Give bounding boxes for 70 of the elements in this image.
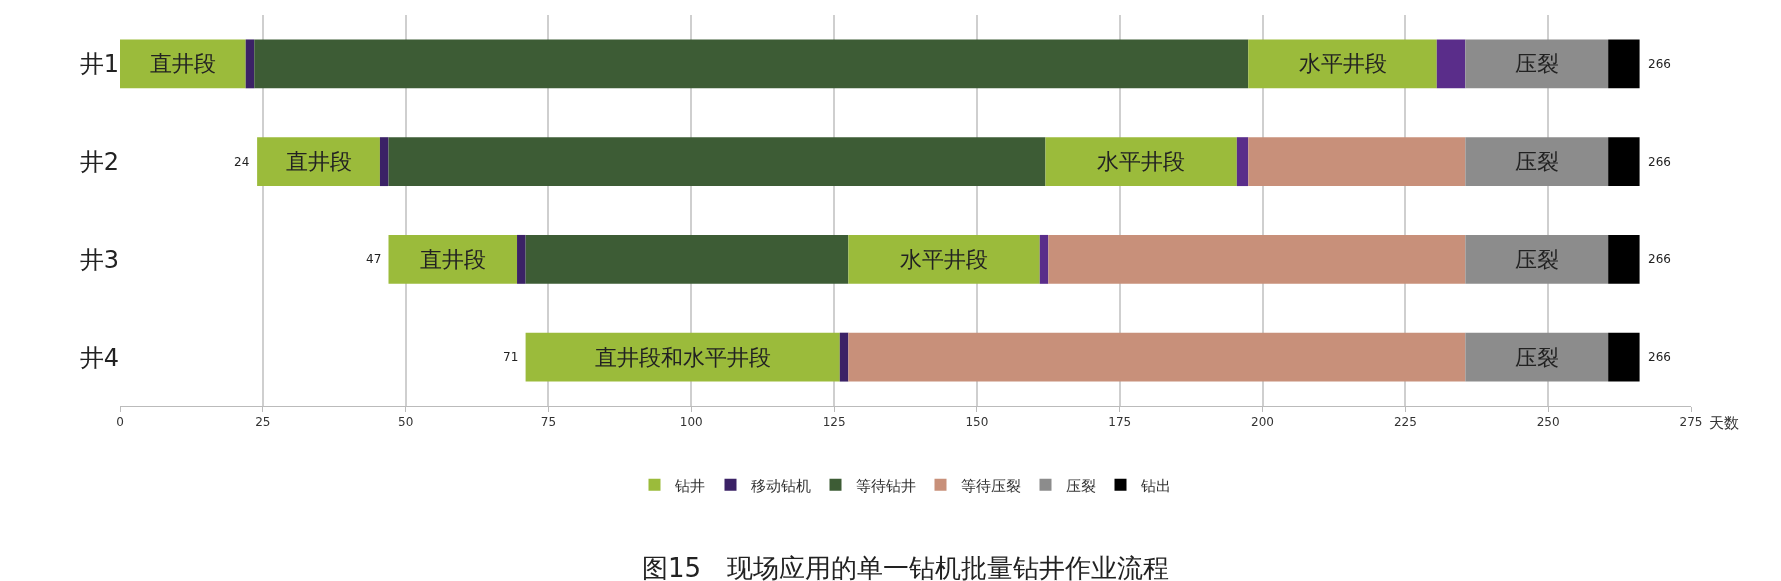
data-label: 直井段 <box>419 246 486 272</box>
data-label: 压裂 <box>1514 51 1559 77</box>
legend-label: 钻井 <box>673 476 705 495</box>
data-label: 水平井段 <box>1097 149 1186 175</box>
y-tick-label: 井1 <box>79 50 119 79</box>
y-tick-label: 井3 <box>79 245 119 274</box>
bar <box>1465 234 1609 284</box>
bar <box>1465 137 1609 187</box>
bar <box>1608 137 1640 187</box>
bar <box>257 137 380 187</box>
bar <box>839 332 849 382</box>
legend-label: 等待钻井 <box>855 476 916 495</box>
x-tick-label: 125 <box>822 415 846 430</box>
x-tick-label: 175 <box>1108 415 1132 430</box>
data-label: 直井段 <box>149 51 216 77</box>
annotation: 47 <box>366 252 382 266</box>
bar <box>245 39 255 89</box>
bar <box>1608 234 1640 284</box>
legend-label: 等待压裂 <box>960 476 1021 495</box>
x-tick-label: 25 <box>255 415 271 430</box>
bar <box>379 137 389 187</box>
data-label: 压裂 <box>1514 344 1559 370</box>
bar <box>1236 137 1249 187</box>
bar <box>525 234 849 284</box>
annotation: 71 <box>503 350 519 364</box>
bar <box>388 234 518 284</box>
bar <box>1465 332 1609 382</box>
annotation: 266 <box>1648 155 1671 169</box>
data-label: 压裂 <box>1514 246 1559 272</box>
annotation: 266 <box>1648 252 1671 266</box>
x-tick-label: 225 <box>1393 415 1417 430</box>
bar <box>254 39 1249 89</box>
bar <box>848 234 1040 284</box>
data-label: 直井段和水平井段 <box>594 344 771 370</box>
legend-label: 移动钻机 <box>750 476 811 495</box>
bar <box>1608 332 1640 382</box>
data-label: 水平井段 <box>1298 51 1387 77</box>
x-tick-label: 275 <box>1679 415 1703 430</box>
y-tick-label: 井2 <box>79 148 119 177</box>
bar <box>1248 39 1437 89</box>
x-axis-title: 天数 <box>1709 414 1739 432</box>
bar <box>525 332 840 382</box>
x-tick-label: 150 <box>965 415 989 430</box>
bar <box>1465 39 1609 89</box>
data-label: 水平井段 <box>900 246 989 272</box>
bar <box>517 234 526 284</box>
x-tick-label: 75 <box>540 415 557 430</box>
bar <box>120 39 246 89</box>
legend-label: 钻出 <box>1139 476 1171 495</box>
bar <box>388 137 1046 187</box>
x-tick-label: 100 <box>679 415 703 430</box>
x-tick-label: 200 <box>1251 415 1274 430</box>
annotation: 266 <box>1648 350 1671 364</box>
bar <box>848 332 1466 382</box>
y-tick-label: 井4 <box>79 343 119 372</box>
x-tick-label: 0 <box>116 415 124 430</box>
bar <box>1045 137 1237 187</box>
bar <box>1608 39 1640 89</box>
bar <box>1039 234 1049 284</box>
text: 图15 现场应用的单一钻机批量钻井作业流程 <box>642 553 1170 581</box>
annotation: 266 <box>1648 57 1671 71</box>
x-tick-label: 50 <box>398 415 414 430</box>
data-label: 压裂 <box>1514 149 1559 175</box>
bar <box>1248 137 1466 187</box>
legend-label: 压裂 <box>1065 476 1096 495</box>
annotation: 24 <box>234 155 250 169</box>
data-label: 直井段 <box>285 149 352 175</box>
bar <box>1048 234 1466 284</box>
bar <box>1436 39 1466 89</box>
x-tick-label: 250 <box>1536 415 1560 430</box>
